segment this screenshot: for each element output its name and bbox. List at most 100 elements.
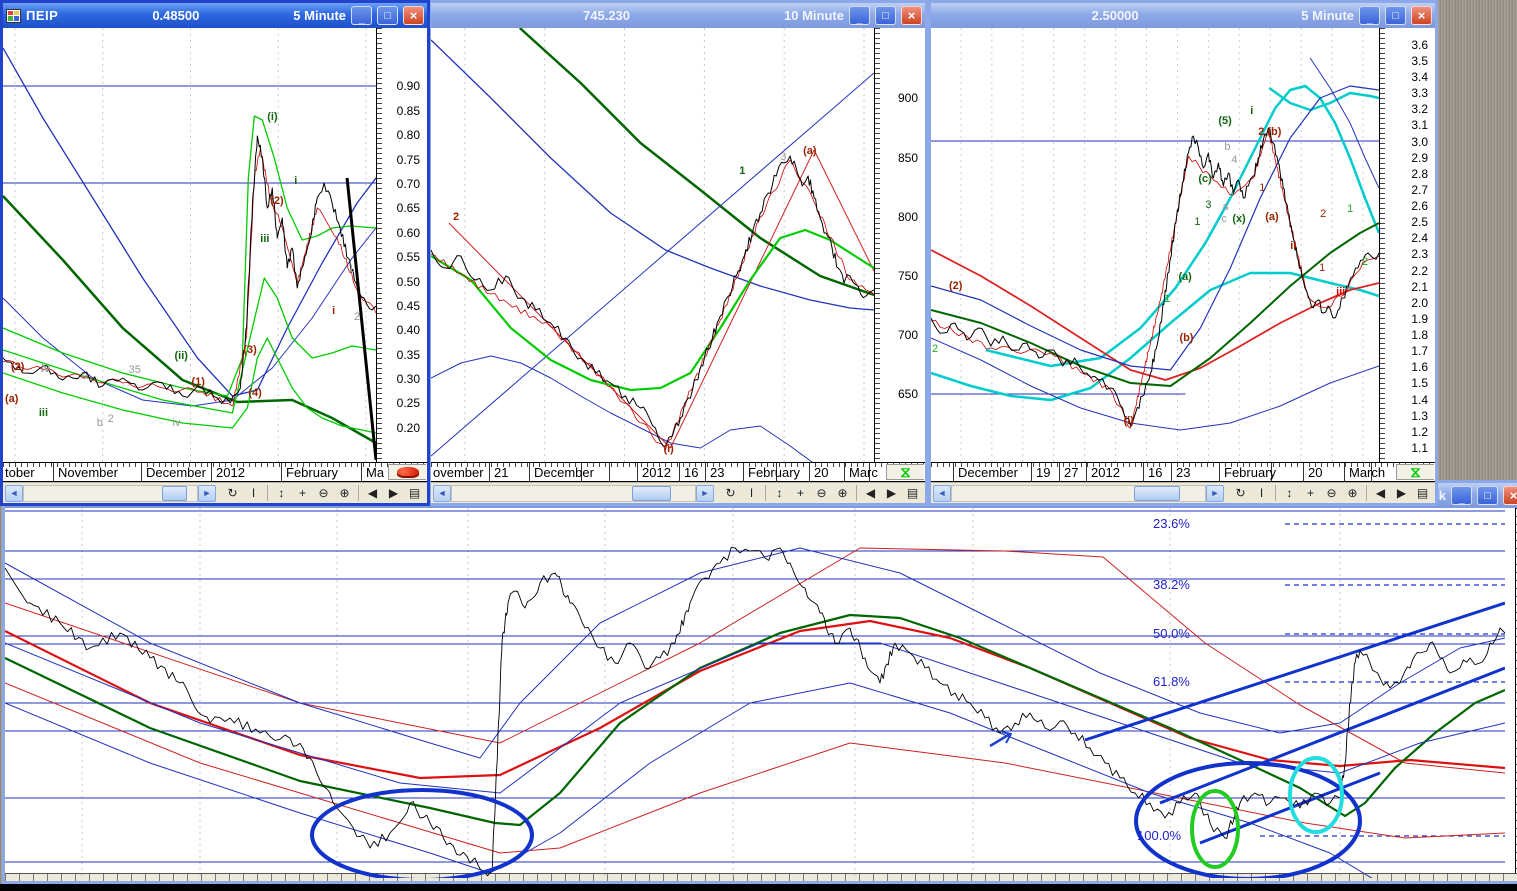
scrollbar-thumb[interactable] xyxy=(631,485,671,501)
chart-window-tick[interactable]: Tick _ □ × 23.6%38.2%50.0%61.8%100.0% xyxy=(2,480,1517,884)
vertical-scale-button[interactable]: ↕ xyxy=(271,484,292,502)
time-axis[interactable] xyxy=(5,873,1517,881)
price-axis[interactable]: 900 850 800 750 700 650 xyxy=(875,28,925,462)
wave-label: 61.8% xyxy=(1153,674,1190,689)
refresh-button[interactable]: ↻ xyxy=(222,484,243,502)
chart-plot-area[interactable]: 2 1 3 (a) (i) xyxy=(431,28,875,462)
scroll-back-button[interactable]: ◀ xyxy=(362,484,383,502)
price-chart[interactable]: 2 1 3 (a) (i) xyxy=(431,28,874,462)
titlebar[interactable]: 2.50000 5 Minute _ □ × xyxy=(931,3,1435,28)
page-view-button[interactable]: ▤ xyxy=(902,484,923,502)
time-axis[interactable]: ⧖ December 19 27 2012 16 23 February 20 March xyxy=(931,462,1435,482)
wave-label: 2 xyxy=(1320,208,1326,220)
pan-button[interactable]: + xyxy=(1300,484,1321,502)
y-axis-label: 1.3 xyxy=(1411,409,1428,423)
titlebar[interactable]: 745.230 10 Minute _ □ × xyxy=(431,3,925,28)
zoom-in-button[interactable]: ⊕ xyxy=(334,484,355,502)
scrollbar-thumb[interactable] xyxy=(162,485,187,501)
pan-button[interactable]: + xyxy=(292,484,313,502)
y-axis-label: 750 xyxy=(897,269,918,283)
minimize-button[interactable]: _ xyxy=(849,6,870,25)
x-axis-label: Ma xyxy=(366,465,385,480)
zoom-out-button[interactable]: ⊖ xyxy=(1321,484,1342,502)
scrollbar-track[interactable] xyxy=(451,484,696,502)
scrollbar-thumb[interactable] xyxy=(1134,485,1180,501)
maximize-button[interactable]: □ xyxy=(1385,6,1407,25)
scroll-right-arrow[interactable]: ► xyxy=(198,484,216,502)
x-axis-tick xyxy=(1271,463,1272,481)
refresh-button[interactable]: ↻ xyxy=(1230,484,1251,502)
page-view-button[interactable]: ▤ xyxy=(404,484,425,502)
scroll-right-arrow[interactable]: ► xyxy=(1206,484,1224,502)
wave-label: i xyxy=(1250,105,1253,117)
time-axis[interactable]: ⧖ ovember 21 December 2012 16 23 February 20 Mar… xyxy=(431,462,925,482)
x-axis-label: 20 xyxy=(1308,465,1323,480)
crosshair-button[interactable]: I xyxy=(243,484,264,502)
x-axis-tick xyxy=(1171,463,1172,481)
scroll-left-arrow[interactable]: ◄ xyxy=(433,484,451,502)
maximize-button[interactable]: □ xyxy=(1477,486,1498,505)
chart-window-250[interactable]: 2.50000 5 Minute _ □ × (5) i 2 (b) b 4 (c) 3 a c… xyxy=(928,0,1438,506)
scroll-forward-button[interactable]: ▶ xyxy=(383,484,404,502)
close-button[interactable]: × xyxy=(1411,6,1433,25)
vertical-scale-button[interactable]: ↕ xyxy=(769,484,790,502)
close-button[interactable]: × xyxy=(1503,486,1517,505)
horizontal-scrollbar[interactable]: ◄ ► xyxy=(433,484,714,502)
toolbar-separator xyxy=(856,485,857,501)
close-button[interactable]: × xyxy=(403,6,425,25)
chart-window-peir[interactable]: ΠΕΙΡ 0.48500 5 Minute _ □ × (i) (2) i iii 1 2… xyxy=(0,0,430,506)
wave-label: (3) xyxy=(243,344,257,356)
scroll-forward-button[interactable]: ▶ xyxy=(881,484,902,502)
horizontal-scrollbar[interactable]: ◄ ► xyxy=(933,484,1224,502)
wave-label: 2 xyxy=(354,311,360,323)
chart-plot-area[interactable]: (5) i 2 (b) b 4 (c) 3 a c (x) 1 1 (a) ii 2 1 (a) 1 2 iii (2)… xyxy=(931,28,1380,462)
scrollbar-track[interactable] xyxy=(23,484,198,502)
scroll-right-arrow[interactable]: ► xyxy=(696,484,714,502)
tick-chart-plot-area[interactable]: 23.6% 38.2% 50.0% 61.8% 100.0% xyxy=(5,508,1517,878)
price-value: 745.230 xyxy=(583,8,631,23)
chart-window-745[interactable]: 745.230 10 Minute _ □ × 2 1 3 (a) (i) 900 850… xyxy=(428,0,928,506)
y-axis-label: 0.50 xyxy=(396,275,420,289)
y-axis-label: 2.9 xyxy=(1411,151,1428,165)
price-axis[interactable]: 0.90 0.85 0.80 0.75 0.70 0.65 0.60 0.55 0.50 0.45… xyxy=(377,28,427,462)
maximize-button[interactable]: □ xyxy=(875,6,896,25)
zoom-out-button[interactable]: ⊖ xyxy=(811,484,832,502)
zoom-out-button[interactable]: ⊖ xyxy=(313,484,334,502)
crosshair-button[interactable]: I xyxy=(741,484,762,502)
wave-label: (5) xyxy=(1218,115,1232,127)
scroll-left-arrow[interactable]: ◄ xyxy=(5,484,23,502)
scroll-back-button[interactable]: ◀ xyxy=(1370,484,1391,502)
pan-button[interactable]: + xyxy=(790,484,811,502)
price-value: 2.50000 xyxy=(1091,8,1139,23)
minimize-button[interactable]: _ xyxy=(351,6,373,25)
y-axis-label: 3.6 xyxy=(1411,38,1428,52)
price-chart[interactable]: (5) i 2 (b) b4 (c) 3 ac (x) 1 1 (a) ii 2 1 (a) 1 2 iii (2)… xyxy=(931,28,1379,462)
crosshair-button[interactable]: I xyxy=(1251,484,1272,502)
tick-chart[interactable]: 23.6% 38.2% 50.0% 61.8% 100.0% xyxy=(5,508,1505,878)
x-axis-tick xyxy=(953,463,954,481)
scroll-back-button[interactable]: ◀ xyxy=(860,484,881,502)
chart-plot-area[interactable]: (i) (2) i iii 1 2 i (2) iv a 35 (1) (ii) (3) (4) iii b 2 i… xyxy=(3,28,377,462)
titlebar[interactable]: ΠΕΙΡ 0.48500 5 Minute _ □ × xyxy=(3,3,427,28)
maximize-button[interactable]: □ xyxy=(377,6,399,25)
horizontal-scrollbar[interactable]: ◄ ► xyxy=(5,484,216,502)
y-axis-label: 1.8 xyxy=(1411,328,1428,342)
price-axis[interactable]: 3.6 3.5 3.4 3.3 3.2 3.1 3.0 2.9 2.8 2.7 2.6 2.5 2.4 2… xyxy=(1380,28,1435,462)
scrollbar-track[interactable] xyxy=(951,484,1206,502)
wave-label: 3 xyxy=(780,151,786,163)
x-axis-label: 2012 xyxy=(642,465,671,480)
scroll-left-arrow[interactable]: ◄ xyxy=(933,484,951,502)
close-button[interactable]: × xyxy=(901,6,922,25)
minimize-button[interactable]: _ xyxy=(1451,486,1472,505)
y-axis-label: 700 xyxy=(897,328,918,342)
scroll-forward-button[interactable]: ▶ xyxy=(1391,484,1412,502)
minimize-button[interactable]: _ xyxy=(1359,6,1381,25)
zoom-in-button[interactable]: ⊕ xyxy=(832,484,853,502)
refresh-button[interactable]: ↻ xyxy=(720,484,741,502)
y-axis-label: 1.2 xyxy=(1411,425,1428,439)
zoom-in-button[interactable]: ⊕ xyxy=(1342,484,1363,502)
time-axis[interactable]: tober November December 2012 February Ma xyxy=(3,462,427,482)
vertical-scale-button[interactable]: ↕ xyxy=(1279,484,1300,502)
page-view-button[interactable]: ▤ xyxy=(1412,484,1433,502)
